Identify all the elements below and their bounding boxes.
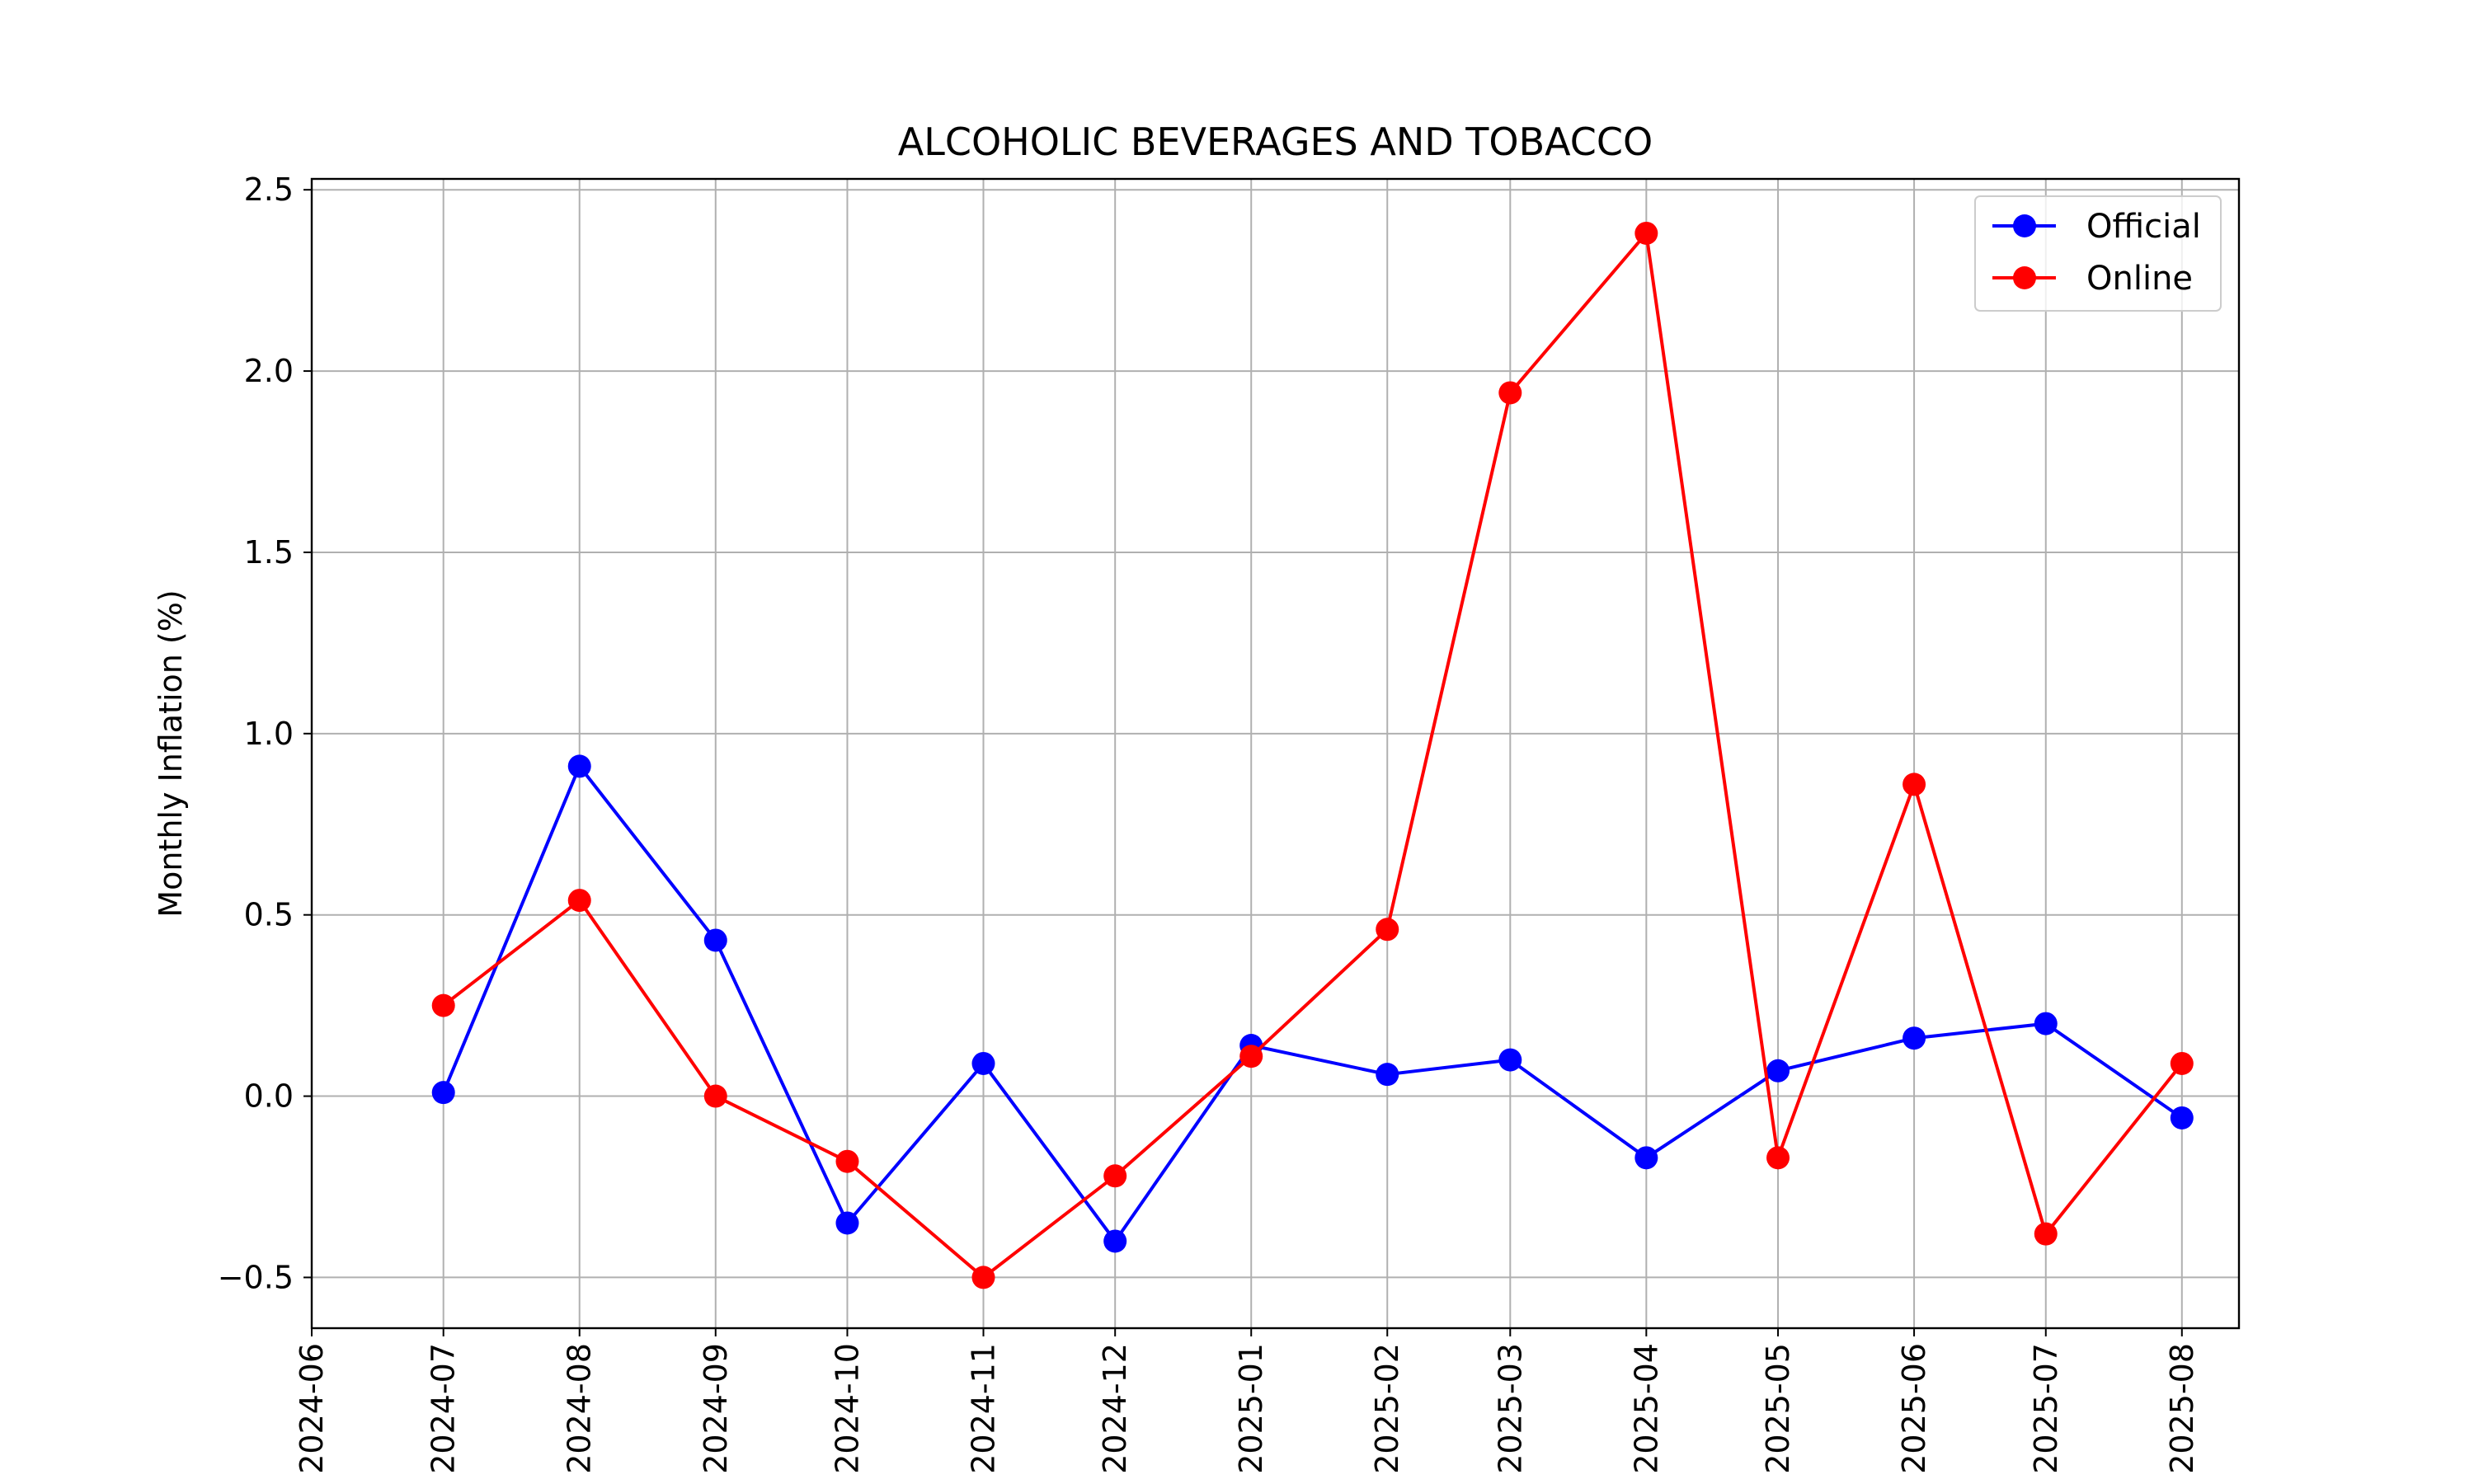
online-data-point	[1498, 381, 1522, 405]
grid	[311, 179, 2239, 1328]
online-data-point	[2170, 1051, 2194, 1075]
online-data-point	[1103, 1164, 1127, 1188]
online-data-point	[1903, 773, 1926, 796]
x-tick-label: 2025-03	[1492, 1343, 1528, 1474]
online-data-point	[1766, 1146, 1790, 1170]
official-data-point	[835, 1211, 859, 1235]
online-legend-marker	[2013, 266, 2036, 289]
official-data-point	[2170, 1106, 2194, 1129]
official-data-point	[1903, 1026, 1926, 1050]
official-data-point	[1766, 1059, 1790, 1082]
online-series-line	[442, 232, 2184, 1280]
x-tick-label: 2024-12	[1097, 1343, 1133, 1474]
official-data-point	[971, 1051, 995, 1075]
x-tick-label: 2025-05	[1760, 1343, 1796, 1474]
official-data-point	[1103, 1229, 1127, 1253]
online-data-point	[971, 1266, 995, 1289]
x-tick-label: 2024-10	[829, 1343, 865, 1474]
series-group	[431, 221, 2194, 1289]
y-tick-label: 1.5	[244, 534, 294, 571]
x-tick-label: 2025-08	[2164, 1343, 2200, 1474]
y-tick-label: −0.5	[218, 1259, 294, 1295]
online-data-point	[703, 1084, 727, 1108]
x-tick-label: 2025-01	[1233, 1343, 1269, 1474]
online-legend-label: Online	[2086, 260, 2193, 298]
official-data-point	[431, 1081, 455, 1105]
plot-area-frame	[310, 177, 2241, 1330]
y-tick-label: 2.0	[244, 353, 294, 389]
x-tick-label: 2025-02	[1369, 1343, 1405, 1474]
x-tick-label: 2024-11	[965, 1343, 1001, 1474]
online-data-point	[567, 889, 591, 913]
official-data-point	[2034, 1012, 2058, 1036]
online-data-point	[835, 1149, 859, 1173]
x-tick-label: 2025-04	[1628, 1343, 1664, 1474]
x-axis: 2024-06 2024-07 2024-08 2024-09 2024-10 2024-…	[294, 1328, 2200, 1474]
y-tick-label: 0.0	[244, 1078, 294, 1115]
legend: Official Online	[1974, 195, 2222, 312]
official-data-point	[1376, 1063, 1399, 1087]
official-series-line	[441, 764, 2183, 1243]
y-tick-label: 2.5	[244, 171, 294, 208]
online-data-point	[1634, 221, 1658, 245]
y-axis-label: Monthly Inflation (%)	[153, 589, 189, 917]
x-tick-label: 2024-06	[294, 1343, 330, 1474]
x-tick-label: 2025-07	[2028, 1343, 2064, 1474]
y-tick-label: 0.5	[244, 897, 294, 933]
online-data-point	[1376, 918, 1399, 942]
official-data-point	[567, 754, 591, 778]
official-data-point	[1498, 1048, 1522, 1072]
x-tick-label: 2024-09	[698, 1343, 734, 1474]
x-tick-label: 2024-07	[426, 1343, 462, 1474]
x-tick-label: 2024-08	[562, 1343, 598, 1474]
chart-title: ALCOHOLIC BEVERAGES AND TOBACCO	[898, 120, 1653, 164]
official-data-point	[1634, 1146, 1658, 1170]
online-data-point	[2034, 1222, 2058, 1246]
y-tick-label: 1.0	[244, 716, 294, 752]
official-data-point	[703, 928, 727, 952]
online-data-point	[1239, 1045, 1263, 1068]
online-data-point	[431, 993, 455, 1017]
official-legend-marker	[2013, 214, 2036, 237]
official-legend-label: Official	[2086, 208, 2201, 246]
y-axis: −0.5 0.0 0.5 1.0 1.5 2.0 2.5	[218, 171, 312, 1295]
x-tick-label: 2025-06	[1896, 1343, 1932, 1474]
